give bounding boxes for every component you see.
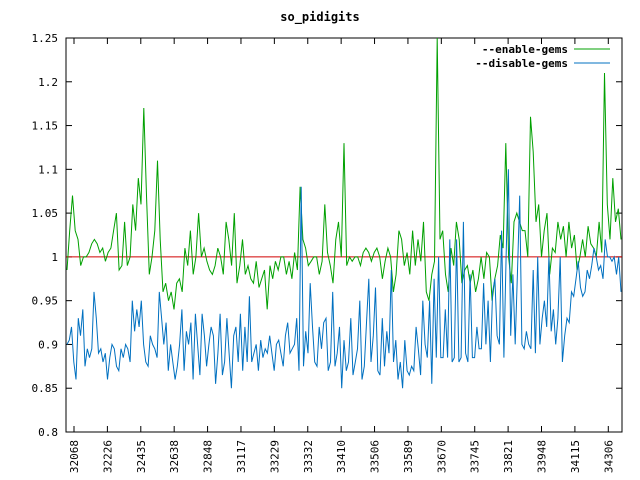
- legend-label: --disable-gems: [475, 57, 568, 70]
- x-tick-label: 33117: [235, 440, 248, 473]
- y-tick-label: 0.85: [32, 382, 59, 395]
- y-tick-label: 0.9: [38, 338, 58, 351]
- y-tick-label: 0.8: [38, 426, 58, 439]
- x-tick-label: 33506: [369, 440, 382, 473]
- y-tick-label: 1.25: [32, 32, 59, 45]
- x-tick-label: 33332: [302, 440, 315, 473]
- x-tick-label: 33229: [268, 440, 281, 473]
- x-tick-label: 33670: [435, 440, 448, 473]
- y-tick-label: 1.2: [38, 76, 58, 89]
- legend-label: --enable-gems: [482, 43, 568, 56]
- x-tick-label: 32848: [202, 440, 215, 473]
- x-tick-label: 32068: [68, 440, 81, 473]
- y-tick-label: 1: [51, 251, 58, 264]
- x-tick-label: 32435: [135, 440, 148, 473]
- x-tick-label: 32226: [101, 440, 114, 473]
- y-tick-label: 1.1: [38, 163, 58, 176]
- series-line-enable-gems: [66, 38, 622, 310]
- x-tick-label: 33410: [335, 440, 348, 473]
- x-tick-label: 33589: [402, 440, 415, 473]
- x-tick-label: 33745: [469, 440, 482, 473]
- x-tick-label: 33948: [536, 440, 549, 473]
- y-tick-label: 0.95: [32, 295, 59, 308]
- y-tick-label: 1.05: [32, 207, 59, 220]
- plot-frame: [65, 37, 623, 433]
- x-tick-label: 34115: [569, 440, 582, 473]
- y-tick-label: 1.15: [32, 120, 59, 133]
- x-tick-label: 34306: [602, 440, 615, 473]
- x-tick-label: 32638: [168, 440, 181, 473]
- series-line-disable-gems: [66, 169, 622, 389]
- x-tick-label: 33821: [502, 440, 515, 473]
- chart-title: so_pidigits: [280, 10, 360, 24]
